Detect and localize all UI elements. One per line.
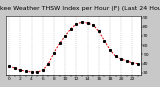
- Text: Milwaukee Weather THSW Index per Hour (F) (Last 24 Hours): Milwaukee Weather THSW Index per Hour (F…: [0, 6, 160, 11]
